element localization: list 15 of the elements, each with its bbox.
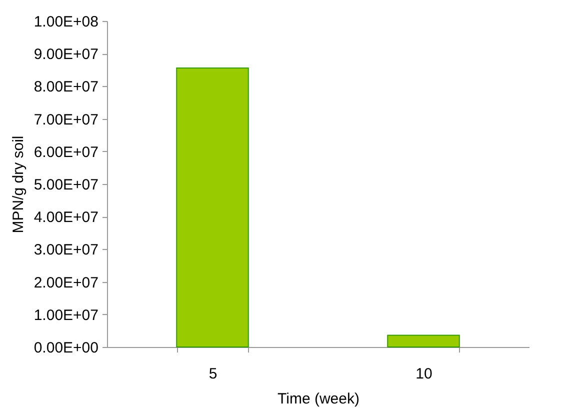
x-axis-title: Time (week) xyxy=(278,390,360,408)
y-tick-label: 2.00E+07 xyxy=(34,274,98,292)
y-tick-label: 6.00E+07 xyxy=(34,144,98,161)
y-tick-label: 1.00E+08 xyxy=(34,14,98,30)
y-tick-label: 0.00E+00 xyxy=(34,340,98,356)
y-tick-label: 5.00E+07 xyxy=(34,176,98,194)
y-tick-label: 9.00E+07 xyxy=(34,46,98,64)
y-tick-label: 4.00E+07 xyxy=(34,209,98,226)
x-tick-label: 10 xyxy=(416,366,432,382)
y-tick-label: 7.00E+07 xyxy=(34,111,98,128)
y-tick-label: 1.00E+07 xyxy=(34,306,98,324)
y-axis-title: MPN/g dry soil xyxy=(10,136,27,234)
x-tick-label: 5 xyxy=(208,366,218,382)
y-tick-label: 3.00E+07 xyxy=(34,242,98,259)
y-tick-label: 8.00E+07 xyxy=(34,78,98,96)
